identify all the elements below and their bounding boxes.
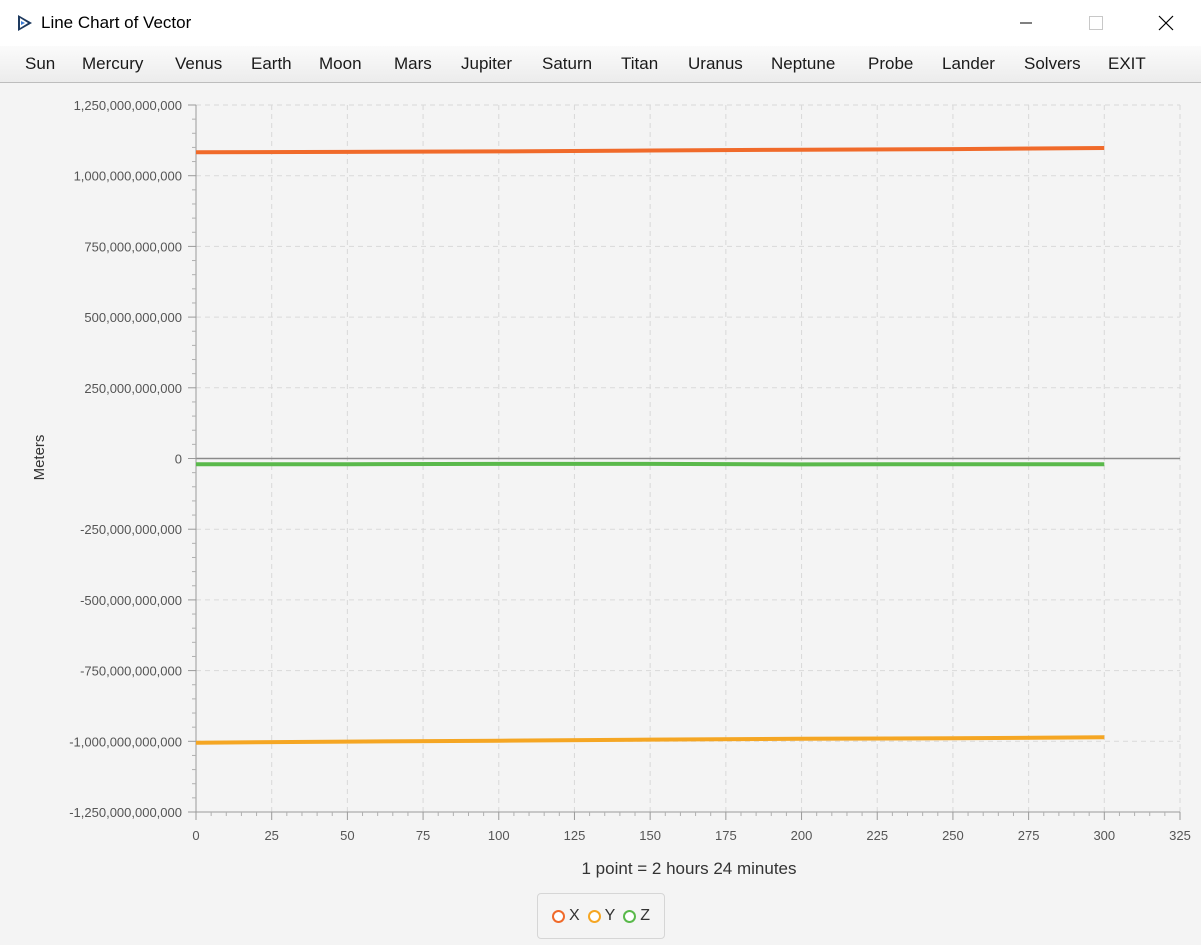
- menu-item-mercury[interactable]: Mercury: [82, 54, 144, 73]
- y-tick-label-9: 1,000,000,000,000: [74, 169, 182, 184]
- x-tick-label-10: 250: [942, 828, 964, 843]
- menu-item-exit[interactable]: EXIT: [1108, 54, 1146, 73]
- x-tick-label-6: 150: [639, 828, 661, 843]
- chart-area: -1,250,000,000,000 -1,000,000,000,000 -750…: [0, 83, 1201, 945]
- app-icon: [18, 15, 32, 31]
- series-line-z: [196, 461, 1105, 467]
- menu-bar: Sun Mercury Venus Earth Moon Mars Jupite…: [0, 46, 1201, 83]
- x-tick-label-4: 100: [488, 828, 510, 843]
- minimize-icon: [1020, 22, 1032, 24]
- y-tick-label-8: 750,000,000,000: [84, 239, 182, 254]
- legend-marker-y-icon: [587, 909, 601, 923]
- menu-item-lander[interactable]: Lander: [942, 54, 995, 73]
- menu-item-uranus[interactable]: Uranus: [688, 54, 743, 73]
- x-tick-label-11: 275: [1018, 828, 1040, 843]
- x-axis-label: 1 point = 2 hours 24 minutes: [582, 859, 797, 878]
- y-axis-label: Meters: [31, 435, 48, 481]
- menu-item-neptune[interactable]: Neptune: [771, 54, 836, 73]
- maximize-icon: [1089, 16, 1103, 30]
- y-tick-label-0: -1,250,000,000,000: [69, 805, 182, 820]
- legend-label-z: Z: [640, 907, 651, 924]
- y-tick-label-2: -750,000,000,000: [80, 664, 182, 679]
- x-tick-label-0: 0: [192, 828, 199, 843]
- x-tick-label-12: 300: [1093, 828, 1115, 843]
- y-tick-label-6: 250,000,000,000: [84, 381, 182, 396]
- chart-legend: X Y Z: [537, 893, 665, 939]
- menu-item-venus[interactable]: Venus: [175, 54, 223, 73]
- series-line-y: [195, 735, 1105, 745]
- close-icon: [1158, 15, 1174, 31]
- menu-item-sun[interactable]: Sun: [25, 54, 56, 73]
- menu-item-jupiter[interactable]: Jupiter: [461, 54, 513, 73]
- x-tick-label-5: 125: [564, 828, 586, 843]
- menu-item-mars[interactable]: Mars: [394, 54, 432, 73]
- title-bar: Line Chart of Vector: [0, 0, 1201, 46]
- close-button[interactable]: [1143, 0, 1189, 46]
- menu-item-probe[interactable]: Probe: [868, 54, 914, 73]
- window-title: Line Chart of Vector: [41, 13, 192, 32]
- legend-item-z: Z: [623, 907, 650, 925]
- menu-item-saturn[interactable]: Saturn: [542, 54, 593, 73]
- minimize-button[interactable]: [1003, 0, 1049, 46]
- x-tick-label-9: 225: [866, 828, 888, 843]
- legend-item-y: Y: [587, 907, 616, 925]
- legend-label-y: Y: [604, 907, 616, 924]
- x-tick-label-8: 200: [791, 828, 813, 843]
- menu-item-solvers[interactable]: Solvers: [1024, 54, 1081, 73]
- y-tick-label-3: -500,000,000,000: [80, 593, 182, 608]
- x-tick-label-1: 25: [264, 828, 278, 843]
- x-tick-label-2: 50: [340, 828, 354, 843]
- x-tick-label-3: 75: [416, 828, 430, 843]
- x-tick-label-13: 325: [1169, 828, 1191, 843]
- y-tick-label-5: 0: [175, 452, 182, 467]
- x-tick-label-7: 175: [715, 828, 737, 843]
- series-line-x: [195, 146, 1105, 155]
- legend-marker-z-icon: [623, 909, 637, 923]
- y-tick-label-1: -1,000,000,000,000: [69, 734, 182, 749]
- y-tick-label-7: 500,000,000,000: [84, 310, 182, 325]
- maximize-button[interactable]: [1073, 0, 1119, 46]
- y-tick-label-4: -250,000,000,000: [80, 522, 182, 537]
- legend-marker-x-icon: [551, 909, 565, 923]
- legend-item-x: X: [551, 907, 580, 925]
- menu-item-moon[interactable]: Moon: [319, 54, 362, 73]
- menu-item-titan[interactable]: Titan: [621, 54, 659, 73]
- legend-label-x: X: [568, 907, 580, 924]
- menu-item-earth[interactable]: Earth: [251, 54, 292, 73]
- y-tick-label-10: 1,250,000,000,000: [74, 98, 182, 113]
- line-chart: -1,250,000,000,000 -1,000,000,000,000 -750…: [31, 98, 1191, 878]
